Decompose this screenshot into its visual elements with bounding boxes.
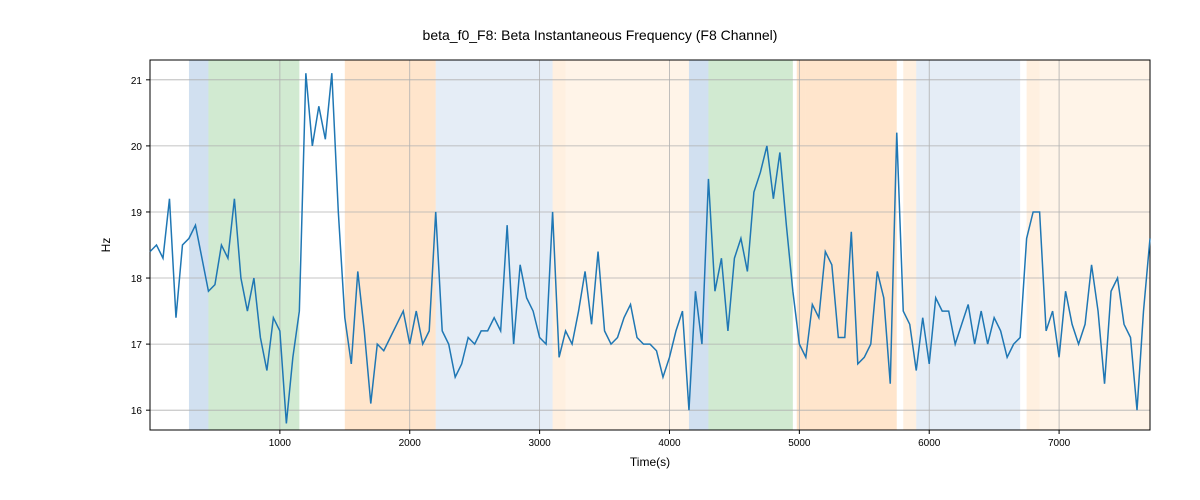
region-3 — [436, 60, 553, 430]
region-11 — [916, 60, 1020, 430]
chart-title: beta_f0_F8: Beta Instantaneous Frequency… — [423, 27, 778, 43]
y-tick-label: 19 — [131, 208, 143, 219]
chart-container: beta_f0_F8: Beta Instantaneous Frequency… — [0, 0, 1200, 500]
y-tick-label: 16 — [131, 406, 143, 417]
x-tick-label: 3000 — [528, 438, 551, 449]
plot-area: 1000 2000 3000 4000 5000 6000 7000 16 17 18 19 20 21 — [131, 60, 1150, 449]
region-8 — [797, 60, 806, 430]
region-10 — [903, 60, 916, 430]
y-axis-label: Hz — [99, 238, 113, 253]
y-tick-label: 17 — [131, 340, 143, 351]
y-tick-label: 18 — [131, 274, 143, 285]
x-axis-label: Time(s) — [630, 455, 670, 469]
x-tick-label: 7000 — [1048, 438, 1071, 449]
x-tick-label: 4000 — [658, 438, 681, 449]
region-2 — [345, 60, 436, 430]
x-tick-label: 2000 — [399, 438, 422, 449]
region-7 — [708, 60, 792, 430]
y-tick-label: 20 — [131, 142, 143, 153]
x-tick-label: 1000 — [269, 438, 292, 449]
y-tick-label: 21 — [131, 76, 143, 87]
region-5 — [566, 60, 689, 430]
x-tick-label: 6000 — [918, 438, 941, 449]
x-tick-label: 5000 — [788, 438, 811, 449]
region-12 — [1027, 60, 1040, 430]
line-chart: beta_f0_F8: Beta Instantaneous Frequency… — [0, 0, 1200, 500]
